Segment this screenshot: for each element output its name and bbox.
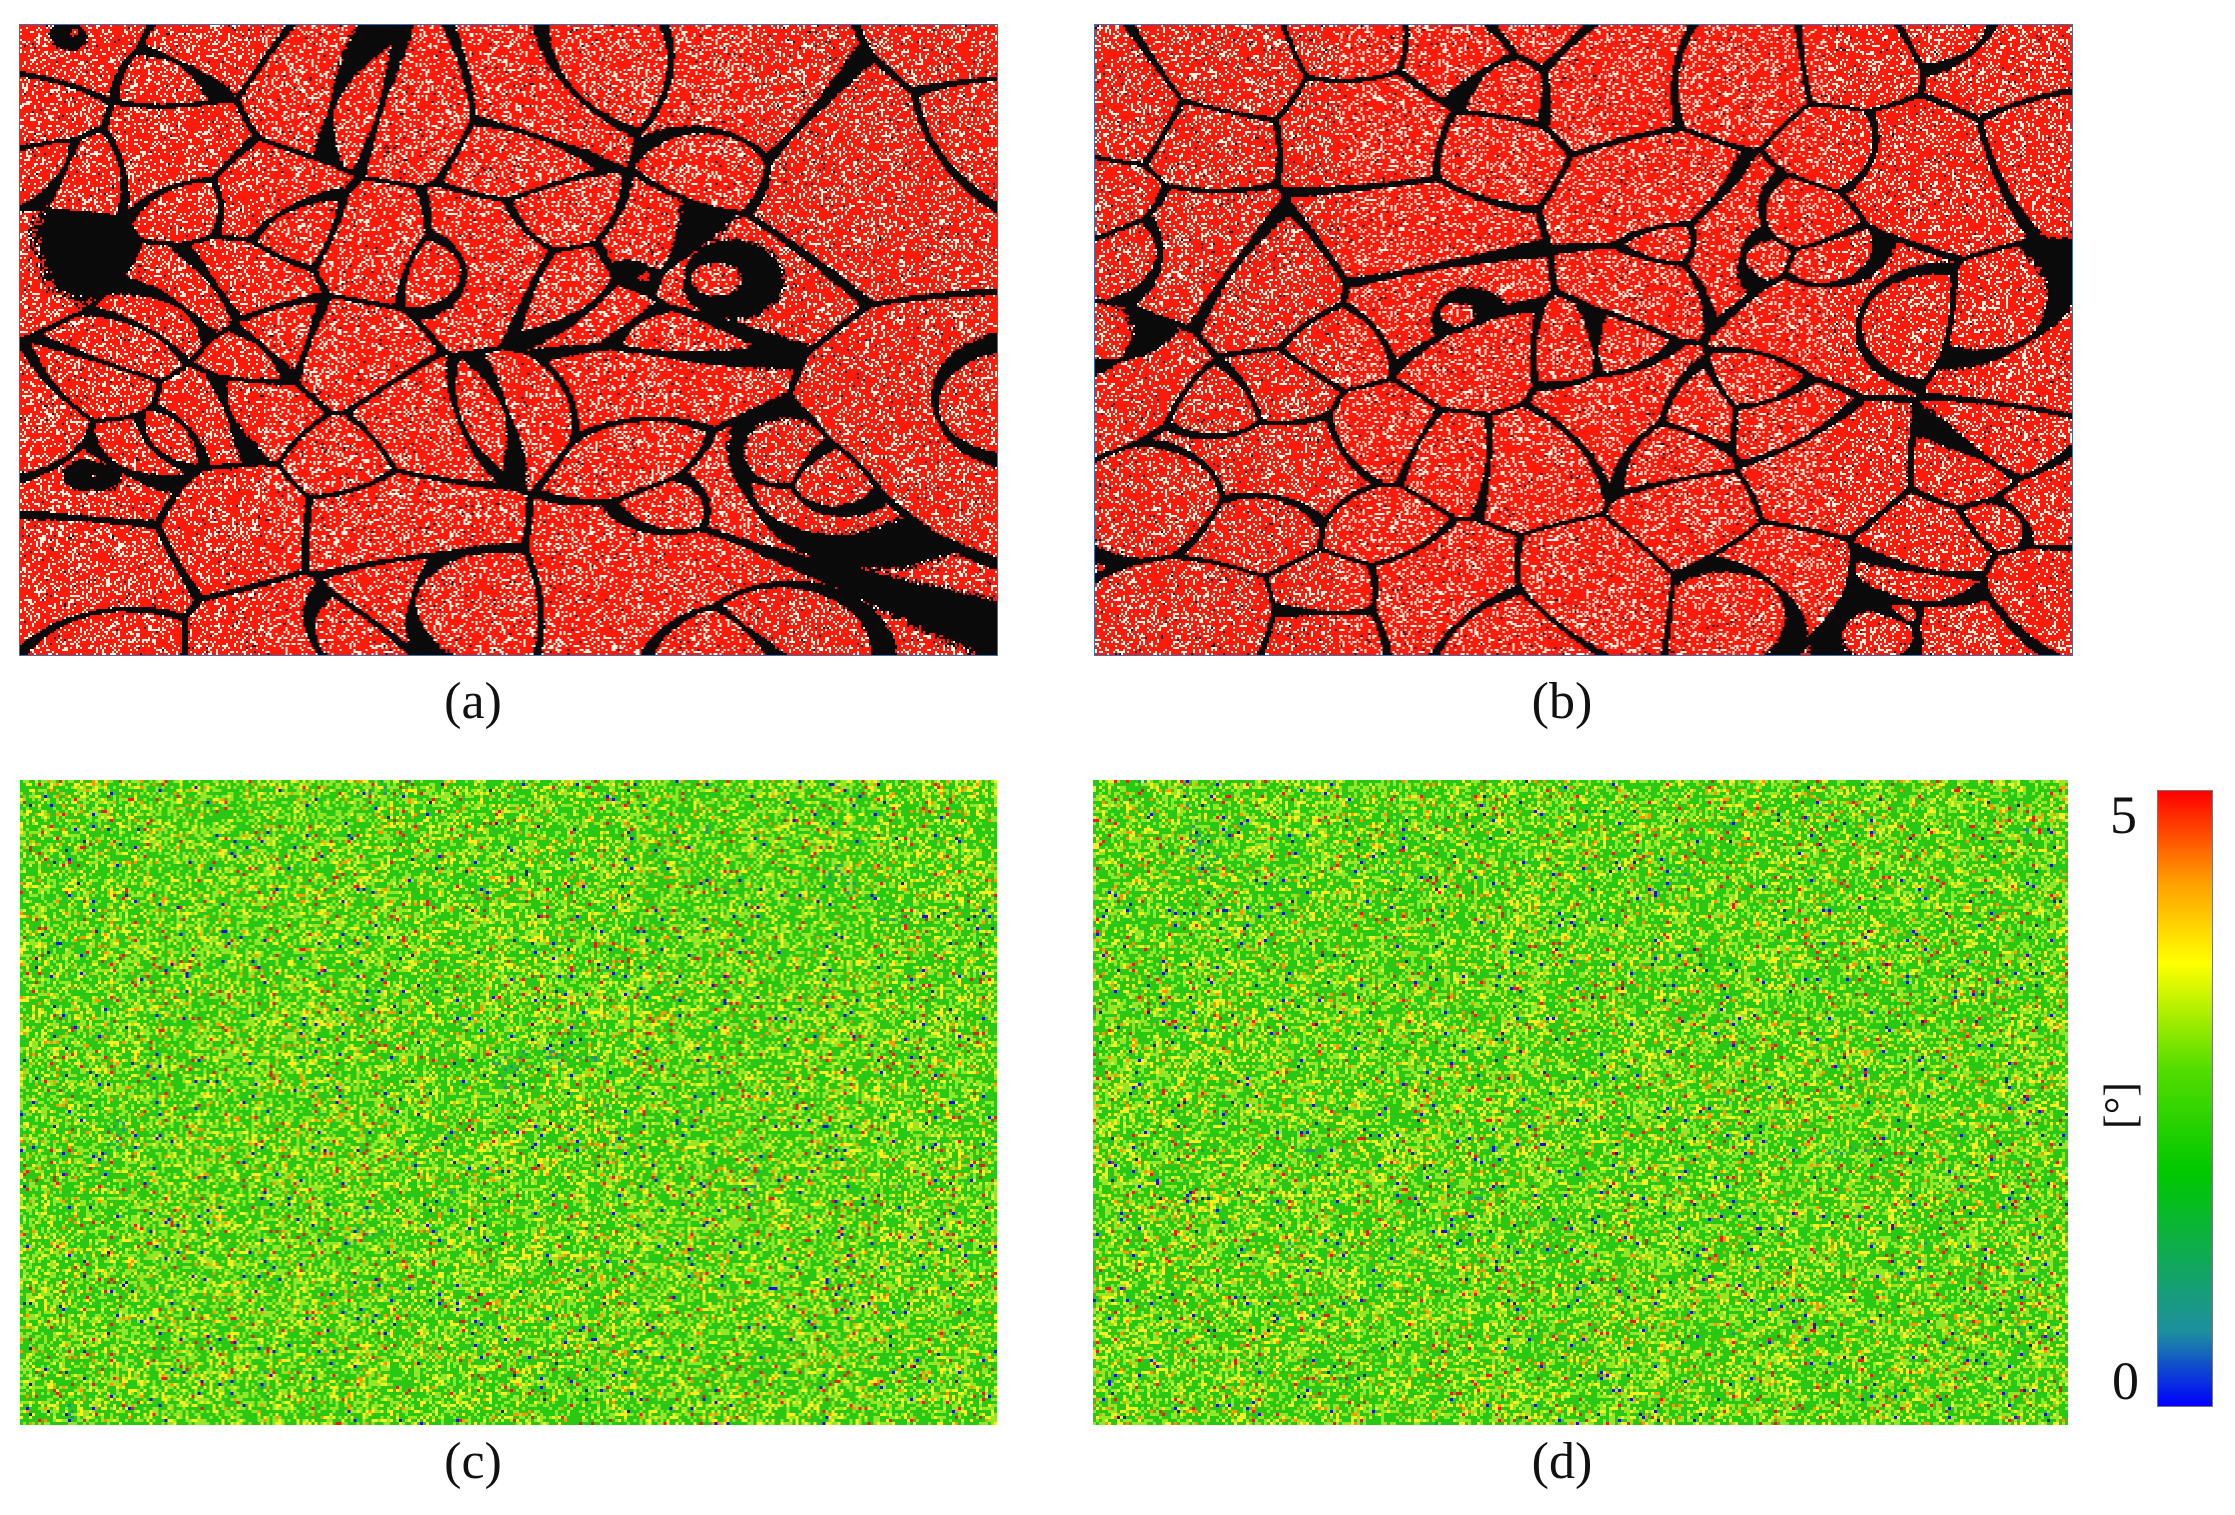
caption-a: (a) <box>444 673 502 730</box>
caption-b: (b) <box>1531 673 1593 730</box>
grain-map-a <box>19 24 998 656</box>
grain-map-b <box>1094 24 2073 656</box>
caption-d: (d) <box>1531 1433 1593 1490</box>
misorientation-map-c <box>20 780 997 1425</box>
colorbar-unit-label: [°] <box>2095 1082 2145 1129</box>
misorientation-map-d <box>1093 780 2068 1425</box>
caption-c: (c) <box>444 1433 502 1490</box>
colorbar-max-label: 5 <box>2110 785 2137 845</box>
colorbar-min-label: 0 <box>2112 1351 2139 1411</box>
colorbar <box>2157 790 2213 1407</box>
